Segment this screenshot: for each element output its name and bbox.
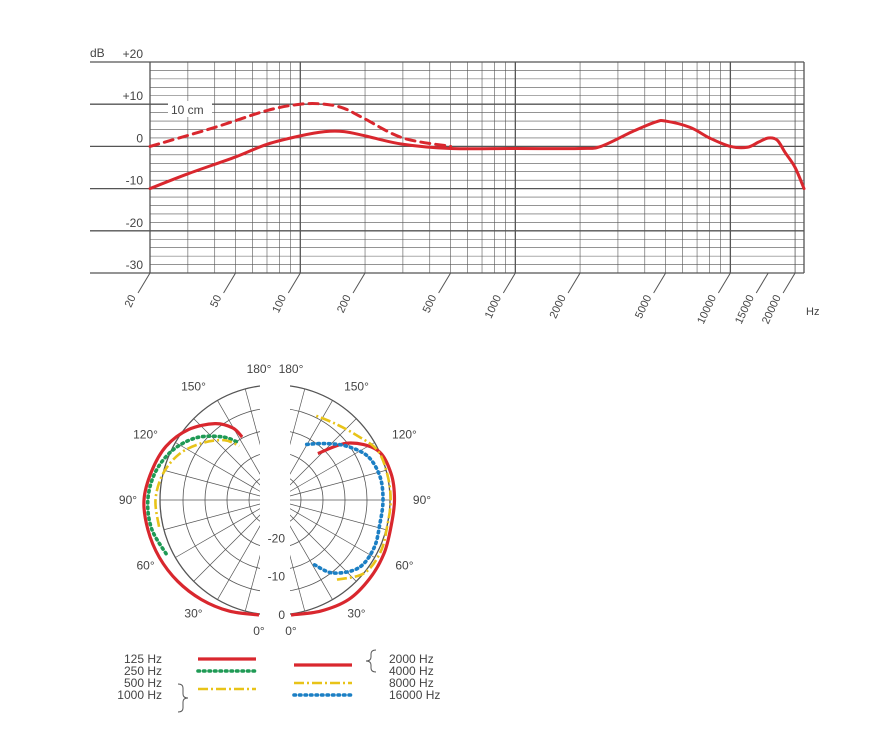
polar-spoke [283, 418, 357, 492]
x-tick-mark [287, 272, 301, 294]
legend-brace-right [365, 649, 377, 673]
polar-center [261, 486, 289, 514]
x-tick-mark [438, 272, 452, 294]
polar-angle-label-right: 120° [392, 428, 417, 442]
polar-spoke [286, 469, 387, 498]
polar-radius-label: -20 [268, 531, 286, 545]
y-tick-label: +20 [123, 47, 144, 61]
x-tick-label: 200 [335, 293, 354, 315]
polar-angle-label-right: 60° [395, 559, 413, 573]
polar-angle-label-left: 150° [181, 380, 206, 394]
frequency-response-chart: dB +20 +10 0 -10 -20 -30 Hz 20 50 100 200 500 1000… [90, 46, 819, 326]
annotation-10cm-label: 10 cm [171, 103, 204, 117]
polar-angle-labels: 180° 150° 120° 90° 60° 30° 0° 180° 150° 120° 90° 60… [119, 362, 431, 638]
polar-curve [154, 438, 240, 527]
x-tick-label: 50 [208, 293, 224, 309]
polar-grid [159, 360, 391, 640]
polar-angle-label-right: 180° [279, 362, 304, 376]
polar-curve [304, 441, 385, 575]
polar-curve [290, 441, 397, 617]
x-tick-label: 5000 [633, 293, 654, 320]
polar-spoke [283, 508, 357, 582]
x-tick-mark [352, 272, 366, 294]
legend-label: 4000 Hz [389, 664, 434, 678]
polar-pattern-chart: 180° 150° 120° 90° 60° 30° 0° 180° 150° 120° 90° 60… [119, 360, 431, 640]
legend-label: 500 Hz [124, 676, 162, 690]
polar-angle-label-left: 30° [184, 606, 202, 620]
legend-label: 8000 Hz [389, 676, 434, 690]
polar-spoke [285, 505, 375, 558]
polar-spoke [175, 442, 265, 495]
polar-radius-label: -10 [268, 570, 286, 584]
annotation-10cm: 10 cm [168, 101, 212, 117]
series-line-10cm [148, 102, 453, 148]
x-tick-mark [653, 272, 667, 294]
legend-label: 125 Hz [124, 652, 162, 666]
y-tick-label: +10 [123, 89, 144, 103]
x-tick-label: 2000 [548, 293, 569, 320]
x-tick-mark [502, 272, 516, 294]
x-tick-label: 20 [123, 293, 139, 309]
frequency-response-series [148, 102, 806, 191]
x-tick-label: 100 [270, 293, 289, 315]
polar-spoke [175, 505, 265, 558]
polar-radius-labels: -20 -10 0 [268, 531, 286, 622]
series-line-main [148, 118, 806, 191]
frequency-response-y-axis: dB +20 +10 0 -10 -20 -30 [90, 46, 143, 272]
legend-brace-left [177, 683, 189, 713]
polar-angle-label-right: 0° [285, 624, 297, 638]
polar-curve [313, 413, 392, 581]
polar-angle-label-left: 60° [136, 559, 154, 573]
polar-angle-label-left: 180° [247, 362, 272, 376]
frequency-response-grid [90, 61, 805, 274]
polar-spoke [193, 418, 267, 492]
polar-angle-label-left: 0° [253, 624, 265, 638]
polar-curve [145, 434, 240, 556]
legend-label: 16000 Hz [389, 688, 440, 702]
x-tick-label: 10000 [695, 293, 719, 326]
x-tick-mark [223, 272, 236, 294]
legend-label: 250 Hz [124, 664, 162, 678]
polar-angle-label-right: 90° [413, 493, 431, 507]
polar-angle-label-right: 150° [344, 380, 369, 394]
legend-label: 1000 Hz [117, 688, 162, 702]
legend-label: 2000 Hz [389, 652, 434, 666]
x-tick-label: 500 [421, 293, 440, 315]
polar-spoke [193, 508, 267, 582]
x-tick-mark [717, 272, 731, 294]
polar-spoke [163, 469, 264, 498]
y-axis-unit-label: dB [90, 46, 105, 60]
polar-angle-label-left: 90° [119, 493, 137, 507]
x-tick-mark [755, 272, 769, 294]
y-tick-label: -30 [126, 258, 144, 272]
y-tick-label: -10 [126, 174, 144, 188]
x-tick-mark [137, 272, 151, 294]
polar-angle-label-right: 30° [347, 606, 365, 620]
y-tick-label: -20 [126, 216, 144, 230]
x-tick-mark [567, 272, 581, 294]
x-tick-label: 15000 [733, 293, 757, 326]
polar-curve [142, 422, 260, 617]
polar-radius-label: 0 [278, 608, 285, 622]
frequency-response-x-axis: Hz 20 50 100 200 500 1000 2000 5000 10000 15000 20… [123, 272, 819, 326]
polar-angle-label-left: 120° [133, 428, 158, 442]
polar-spoke [286, 502, 387, 531]
y-tick-label: 0 [136, 131, 143, 145]
polar-series [142, 413, 397, 617]
polar-spoke [163, 502, 264, 531]
x-tick-label: 20000 [760, 293, 784, 326]
x-tick-label: 1000 [483, 293, 504, 320]
x-tick-mark [782, 272, 796, 294]
x-axis-unit-label: Hz [806, 306, 819, 318]
